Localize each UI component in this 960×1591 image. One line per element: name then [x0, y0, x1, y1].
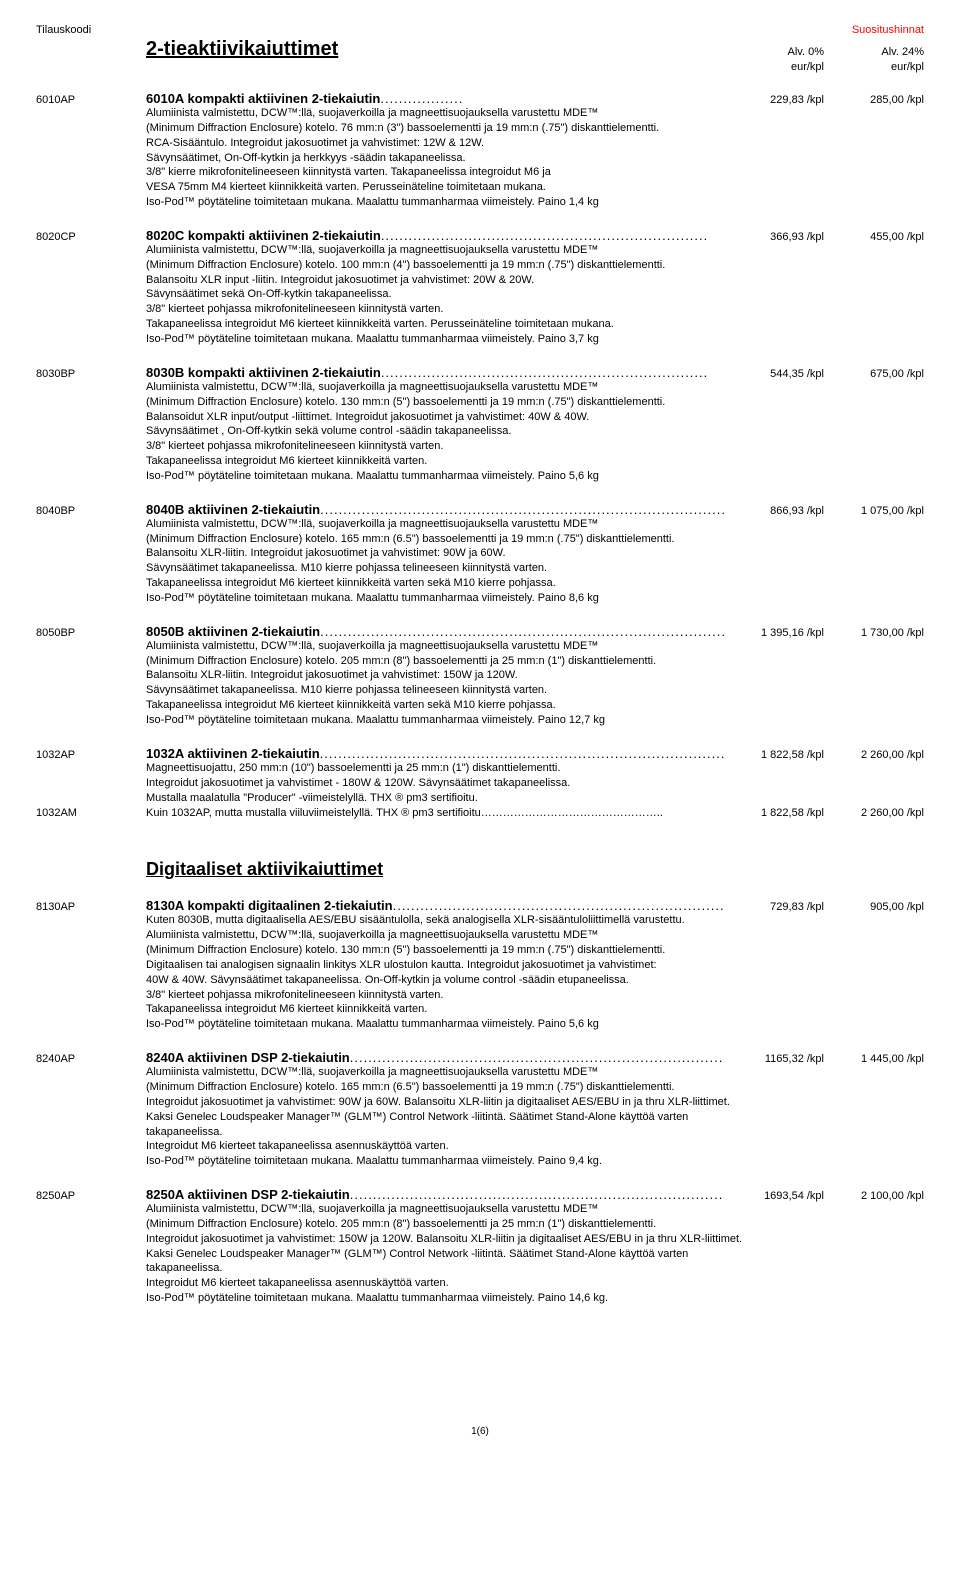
- price-vat0: 866,93 /kpl: [724, 505, 824, 517]
- price-vat24: 905,00 /kpl: [824, 901, 924, 913]
- variant-name: Kuin 1032AP, mutta mustalla viiluviimeis…: [146, 807, 724, 819]
- product: 8040BP8040B aktiivinen 2-tiekaiutin.....…: [36, 502, 924, 606]
- dots: ........................................…: [381, 228, 708, 243]
- product: 8250AP8250A aktiivinen DSP 2-tiekaiutin.…: [36, 1187, 924, 1306]
- product: 8240AP8240A aktiivinen DSP 2-tiekaiutin.…: [36, 1050, 924, 1169]
- price-vat0: 1 395,16 /kpl: [724, 627, 824, 639]
- header-right: Suositushinnat: [852, 24, 924, 36]
- product: 6010AP6010A kompakti aktiivinen 2-tiekai…: [36, 91, 924, 210]
- price-head-unit-0: eur/kpl: [724, 61, 824, 73]
- product-description: Alumiinista valmistettu, DCW™:llä, suoja…: [146, 1065, 766, 1169]
- variant-price-vat0: 1 822,58 /kpl: [724, 807, 824, 819]
- price-vat0: 544,35 /kpl: [724, 368, 824, 380]
- price-vat0: 1693,54 /kpl: [724, 1190, 824, 1202]
- product-name: 8050B aktiivinen 2-tiekaiutin...........…: [146, 624, 724, 639]
- dots: ........................................…: [350, 1187, 724, 1202]
- product-code: 8240AP: [36, 1053, 146, 1065]
- section-title-1: 2-tieaktiivikaiuttimet: [146, 38, 724, 61]
- dots: ........................................…: [320, 624, 724, 639]
- product-code: 8030BP: [36, 368, 146, 380]
- product-name: 8040B aktiivinen 2-tiekaiutin...........…: [146, 502, 724, 517]
- product-name: 1032A aktiivinen 2-tiekaiutin...........…: [146, 746, 724, 761]
- price-vat24: 1 075,00 /kpl: [824, 505, 924, 517]
- product-description: Kuten 8030B, mutta digitaalisella AES/EB…: [146, 913, 766, 1032]
- dots: ........................................…: [350, 1050, 724, 1065]
- product-code: 8040BP: [36, 505, 146, 517]
- product-name: 6010A kompakti aktiivinen 2-tiekaiutin..…: [146, 91, 724, 106]
- product-name: 8130A kompakti digitaalinen 2-tiekaiutin…: [146, 898, 724, 913]
- price-vat24: 2 260,00 /kpl: [824, 749, 924, 761]
- price-head-vat24: Alv. 24%: [824, 46, 924, 58]
- product: 8130AP8130A kompakti digitaalinen 2-tiek…: [36, 898, 924, 1032]
- product-code: 1032AP: [36, 749, 146, 761]
- product-code: 8130AP: [36, 901, 146, 913]
- product-description: Alumiinista valmistettu, DCW™:llä, suoja…: [146, 517, 766, 606]
- section-title-2: Digitaaliset aktiivikaiuttimet: [146, 859, 924, 880]
- price-vat24: 455,00 /kpl: [824, 231, 924, 243]
- product-description: Alumiinista valmistettu, DCW™:llä, suoja…: [146, 1202, 766, 1306]
- price-vat0: 1 822,58 /kpl: [724, 749, 824, 761]
- product-description: Alumiinista valmistettu, DCW™:llä, suoja…: [146, 380, 766, 484]
- dots: ........................................…: [381, 365, 708, 380]
- product-description: Alumiinista valmistettu, DCW™:llä, suoja…: [146, 639, 766, 728]
- header-left: Tilauskoodi: [36, 24, 91, 36]
- price-vat24: 1 730,00 /kpl: [824, 627, 924, 639]
- product-code: 8250AP: [36, 1190, 146, 1202]
- price-head-vat0: Alv. 0%: [724, 46, 824, 58]
- dots: ........................................…: [320, 502, 724, 517]
- product-name: 8240A aktiivinen DSP 2-tiekaiutin.......…: [146, 1050, 724, 1065]
- product: 1032AP1032A aktiivinen 2-tiekaiutin.....…: [36, 746, 924, 820]
- price-vat24: 2 100,00 /kpl: [824, 1190, 924, 1202]
- product: 8030BP8030B kompakti aktiivinen 2-tiekai…: [36, 365, 924, 484]
- price-vat0: 366,93 /kpl: [724, 231, 824, 243]
- product-name: 8030B kompakti aktiivinen 2-tiekaiutin..…: [146, 365, 724, 380]
- dots: ........................................…: [393, 898, 724, 913]
- product: 8020CP8020C kompakti aktiivinen 2-tiekai…: [36, 228, 924, 347]
- dots: ..................: [380, 91, 463, 106]
- price-vat24: 285,00 /kpl: [824, 94, 924, 106]
- product-description: Alumiinista valmistettu, DCW™:llä, suoja…: [146, 106, 766, 210]
- dots: ........................................…: [320, 746, 724, 761]
- product-description: Magneettisuojattu, 250 mm:n (10") bassoe…: [146, 761, 766, 806]
- product-name: 8020C kompakti aktiivinen 2-tiekaiutin..…: [146, 228, 724, 243]
- price-vat0: 729,83 /kpl: [724, 901, 824, 913]
- product-name: 8250A aktiivinen DSP 2-tiekaiutin.......…: [146, 1187, 724, 1202]
- price-vat24: 675,00 /kpl: [824, 368, 924, 380]
- product-code: 8050BP: [36, 627, 146, 639]
- product-code: 6010AP: [36, 94, 146, 106]
- product-description: Alumiinista valmistettu, DCW™:llä, suoja…: [146, 243, 766, 347]
- variant-price-vat24: 2 260,00 /kpl: [824, 807, 924, 819]
- product: 8050BP8050B aktiivinen 2-tiekaiutin.....…: [36, 624, 924, 728]
- price-vat0: 1165,32 /kpl: [724, 1053, 824, 1065]
- page-footer: 1(6): [36, 1426, 924, 1437]
- variant-code: 1032AM: [36, 807, 146, 819]
- price-vat0: 229,83 /kpl: [724, 94, 824, 106]
- price-head-unit-24: eur/kpl: [824, 61, 924, 73]
- price-vat24: 1 445,00 /kpl: [824, 1053, 924, 1065]
- product-code: 8020CP: [36, 231, 146, 243]
